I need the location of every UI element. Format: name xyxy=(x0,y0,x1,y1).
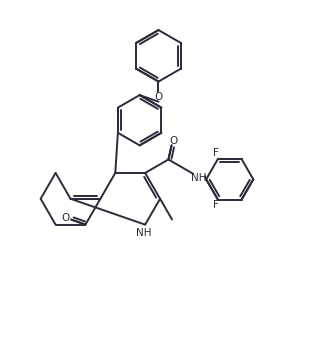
Text: F: F xyxy=(213,201,219,210)
Text: O: O xyxy=(61,213,70,223)
Text: O: O xyxy=(169,136,177,146)
Text: O: O xyxy=(154,92,163,102)
Text: F: F xyxy=(213,148,219,158)
Text: NH: NH xyxy=(191,173,206,183)
Text: NH: NH xyxy=(136,228,151,238)
